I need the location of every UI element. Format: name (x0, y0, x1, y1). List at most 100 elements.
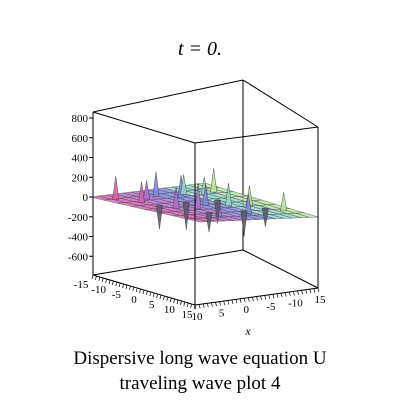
z-axis-ticks: 800 600 400 200 0 -200 -400 -600 (68, 113, 93, 263)
surface-spike (210, 168, 218, 193)
x-tick-label: 0 (243, 304, 249, 316)
z-tick-label: 400 (72, 153, 89, 165)
y-tick-mark (135, 287, 138, 293)
x-tick-mark (297, 290, 299, 295)
x-tick-mark (194, 304, 197, 310)
x-tick-label: 15 (315, 294, 327, 306)
x-tick-mark (227, 300, 230, 305)
y-tick-label: -5 (112, 289, 122, 301)
y-tick-mark (180, 300, 182, 306)
z-tick-label: -200 (68, 212, 89, 224)
y-tick-mark (146, 290, 148, 296)
x-tick-mark (235, 299, 238, 304)
caption-line-2: traveling wave plot 4 (120, 373, 281, 394)
x-tick-mark (268, 294, 271, 299)
y-tick-mark (101, 277, 104, 283)
x-tick-mark (231, 299, 234, 304)
x-tick-mark (301, 290, 303, 295)
z-tick-label: -600 (68, 251, 89, 263)
y-tick-mark (115, 281, 118, 287)
y-tick-mark (118, 282, 121, 288)
x-tick-label: 10 (192, 311, 204, 323)
y-tick-mark (152, 292, 155, 298)
surface-spikes (112, 168, 288, 237)
x-tick-mark (284, 292, 287, 297)
surface-spike (280, 192, 288, 212)
surface-spike (138, 181, 145, 203)
y-tick-mark (183, 301, 186, 307)
caption-line-1: Dispersive long wave equation U (73, 348, 327, 369)
y-tick-mark (159, 294, 162, 300)
x-tick-mark (243, 298, 246, 303)
surface-spike (180, 174, 188, 195)
axes-box-back (92, 79, 319, 289)
z-tick-label: 200 (72, 172, 89, 184)
x-tick-mark (276, 293, 279, 298)
y-tick-mark (129, 285, 131, 291)
z-tick-label: 600 (72, 133, 89, 145)
x-tick-mark (211, 302, 213, 307)
y-tick-mark (98, 276, 101, 282)
plot-title: t = 0. (178, 38, 222, 60)
y-tick-mark (125, 284, 128, 290)
z-tick-label: 0 (83, 192, 89, 204)
surface-spike (156, 205, 163, 230)
y-tick-mark (112, 280, 114, 286)
surface-spike (261, 207, 269, 227)
y-tick-mark (163, 295, 165, 301)
y-tick-mark (105, 278, 107, 284)
y-tick-label: 10 (164, 304, 176, 316)
y-tick-mark (169, 297, 172, 303)
x-tick-mark (202, 303, 205, 308)
y-tick-mark (186, 302, 189, 308)
x-tick-mark (219, 301, 221, 306)
y-tick-label: 5 (149, 299, 155, 311)
surface-spike (143, 180, 151, 200)
surface-spike (202, 184, 209, 206)
surface-spike (194, 183, 202, 210)
y-tick-label: 15 (182, 309, 194, 321)
x-tick-mark (317, 287, 320, 293)
surface-spike (182, 202, 190, 230)
x-axis-label: x (244, 324, 251, 338)
y-tick-mark (176, 299, 179, 305)
x-tick-mark (260, 295, 262, 301)
y-tick-mark (149, 291, 152, 297)
x-tick-mark (313, 288, 316, 293)
x-tick-mark (223, 300, 226, 306)
surface-spike (152, 171, 160, 197)
z-tick-label: 800 (72, 113, 89, 125)
x-tick-mark (206, 303, 209, 308)
surface-spike (214, 200, 222, 224)
surface-spike (172, 187, 180, 209)
y-tick-mark (122, 283, 124, 289)
x-tick-mark (247, 297, 250, 302)
z-tick-label: -400 (68, 232, 89, 244)
x-tick-mark (264, 295, 267, 300)
surface-spike (112, 176, 120, 200)
x-tick-mark (256, 296, 258, 301)
y-tick-mark (173, 298, 175, 304)
x-tick-mark (280, 293, 283, 298)
x-tick-mark (252, 296, 254, 302)
x-tick-mark (309, 289, 312, 294)
y-axis-ticks: -15 -10 -5 0 5 10 15 (74, 274, 196, 321)
y-tick-label: -10 (91, 284, 106, 296)
y-tick-mark (156, 293, 158, 299)
x-axis-ticks: 10 5 0 -5 -10 15 (192, 287, 327, 323)
x-tick-mark (198, 304, 201, 309)
y-tick-mark (142, 289, 145, 295)
surface-spike (244, 193, 252, 214)
surface-spike (205, 212, 213, 233)
surface-spike (225, 183, 232, 207)
x-tick-mark (239, 298, 242, 303)
x-tick-mark (272, 294, 275, 299)
surface-spike (240, 210, 248, 237)
x-tick-label: 5 (219, 308, 225, 320)
y-tick-mark (166, 296, 169, 302)
x-tick-mark (305, 289, 308, 294)
y-tick-mark (91, 274, 94, 280)
x-tick-label: -10 (288, 297, 303, 309)
y-tick-label: -15 (74, 279, 89, 291)
